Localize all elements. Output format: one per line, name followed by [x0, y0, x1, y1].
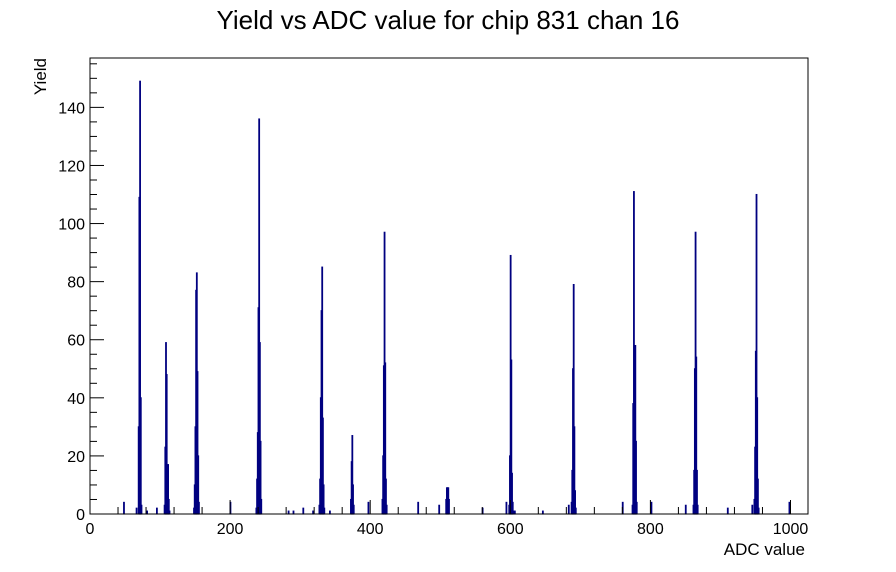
- histogram-bin: [574, 507, 577, 515]
- histogram-bin: [757, 507, 760, 515]
- histogram-bin: [438, 504, 441, 515]
- histogram-bin: [417, 501, 420, 515]
- histogram-bin: [567, 504, 570, 515]
- histogram-bin: [788, 501, 791, 515]
- histogram-bin: [139, 397, 142, 515]
- histogram-bin: [448, 498, 450, 515]
- x-tick-label: 200: [217, 521, 244, 538]
- histogram-bin: [751, 504, 754, 515]
- histogram-bin: [650, 501, 653, 515]
- histogram-bin: [684, 504, 687, 515]
- histogram-bin: [352, 504, 355, 515]
- histogram-bin: [323, 507, 326, 515]
- x-tick-label: 1000: [773, 521, 809, 538]
- plot-area: 0 200 400 600 800 1000 0 20 40 60 80 100 120 140: [58, 57, 809, 538]
- y-tick-label: 80: [67, 275, 85, 292]
- y-axis: 0 20 40 60 80 100 120 140: [58, 63, 104, 524]
- y-tick-label: 120: [58, 158, 85, 175]
- histogram-bin: [156, 507, 158, 515]
- chart-title: Yield vs ADC value for chip 831 chan 16: [217, 5, 680, 35]
- histogram-bin: [635, 501, 638, 515]
- y-tick-label: 40: [67, 391, 85, 408]
- histogram-bin: [123, 501, 125, 515]
- histogram-bin: [140, 504, 143, 515]
- y-tick-label: 140: [58, 100, 85, 117]
- x-axis: 0 200 400 600 800 1000: [86, 500, 809, 538]
- x-tick-label: 400: [357, 521, 384, 538]
- histogram-bin: [367, 501, 370, 515]
- x-tick-label: 0: [86, 521, 95, 538]
- x-tick-label: 800: [637, 521, 664, 538]
- histogram-bin: [260, 498, 263, 515]
- histogram-bin: [505, 501, 508, 515]
- y-tick-label: 20: [67, 449, 85, 466]
- y-tick-label: 60: [67, 333, 85, 350]
- histogram-bin: [726, 507, 729, 515]
- histogram-bin: [302, 507, 305, 515]
- histogram-bin: [135, 507, 138, 515]
- x-tick-label: 600: [497, 521, 524, 538]
- histogram-bin: [696, 504, 699, 515]
- plot-frame: [89, 57, 809, 515]
- y-tick-label: 0: [76, 507, 85, 524]
- y-axis-label: Yield: [31, 58, 50, 95]
- y-tick-label: 100: [58, 217, 85, 234]
- histogram-bin: [385, 504, 388, 515]
- x-axis-label: ADC value: [724, 540, 805, 559]
- histogram-bin: [198, 501, 200, 515]
